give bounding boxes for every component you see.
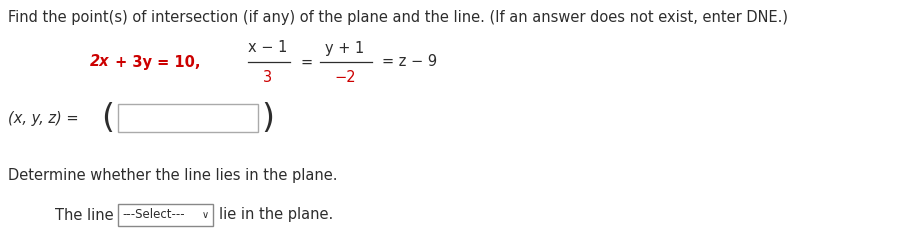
Text: lie in the plane.: lie in the plane. [219, 208, 333, 222]
Text: Find the point(s) of intersection (if any) of the plane and the line. (If an ans: Find the point(s) of intersection (if an… [8, 10, 788, 25]
Text: = z − 9: = z − 9 [382, 54, 437, 70]
Text: ∨: ∨ [202, 210, 209, 220]
Text: y + 1: y + 1 [325, 40, 365, 56]
Text: Determine whether the line lies in the plane.: Determine whether the line lies in the p… [8, 168, 338, 183]
Text: (x, y, z) =: (x, y, z) = [8, 110, 79, 126]
Text: ): ) [262, 102, 274, 134]
Bar [118, 104, 258, 132]
Text: 3: 3 [263, 70, 272, 86]
Text: (: ( [102, 102, 114, 134]
Text: + 3y = 10,: + 3y = 10, [110, 54, 201, 70]
Text: The line: The line [55, 208, 114, 222]
Bar [118, 204, 213, 226]
Text: 2x: 2x [90, 54, 110, 70]
Text: ---Select---: ---Select--- [122, 208, 184, 222]
Text: x − 1: x − 1 [248, 40, 288, 56]
Text: =: = [300, 54, 312, 70]
Text: −2: −2 [334, 70, 356, 86]
